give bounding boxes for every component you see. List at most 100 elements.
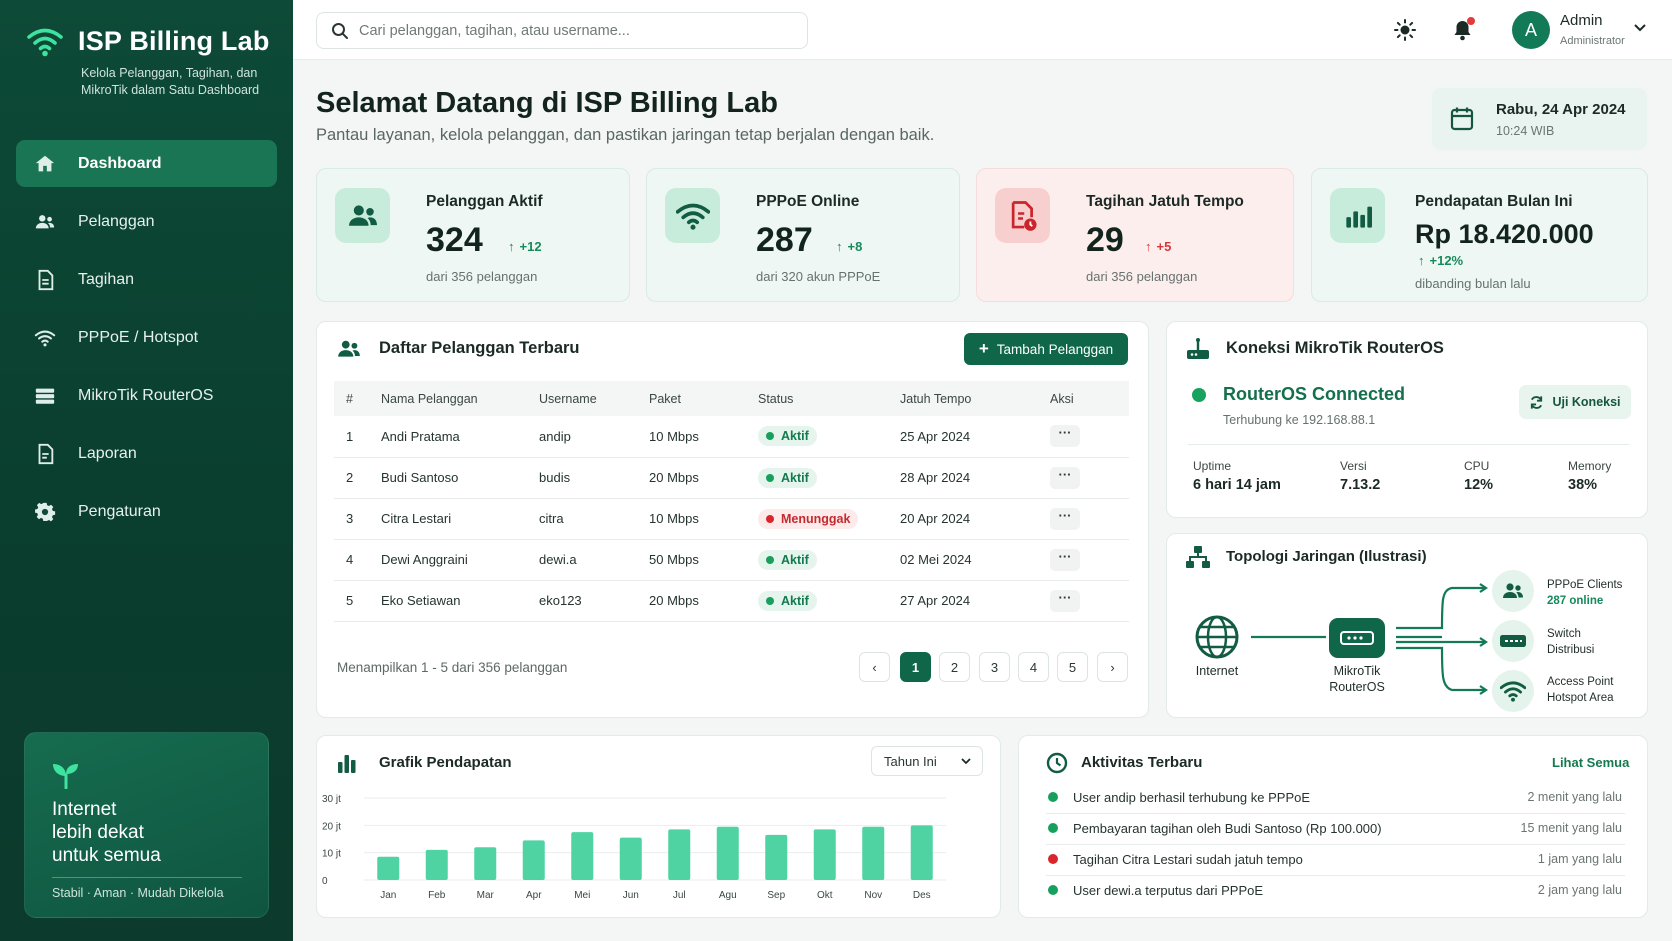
stat-subtext: dari 320 akun PPPoE (756, 269, 881, 284)
chart-bar (765, 834, 788, 880)
col-header[interactable]: # (346, 391, 353, 406)
arrow-up-icon: ↑ (1145, 239, 1152, 254)
theme-toggle[interactable] (1394, 19, 1416, 41)
customers-table: # Nama Pelanggan Username Paket Status J… (334, 381, 1129, 622)
table-row[interactable]: 2 Budi Santoso budis 20 Mbps Aktif 28 Ap… (334, 457, 1129, 499)
cell-name[interactable]: Budi Santoso (381, 457, 539, 499)
sidebar-item-pelanggan[interactable]: Pelanggan (16, 198, 277, 245)
stat-subtext: dari 356 pelanggan (426, 269, 538, 284)
chevron-left-icon: ‹ (872, 659, 877, 675)
col-header[interactable]: Username (539, 391, 597, 406)
cell-action: ··· (1050, 457, 1129, 499)
col-header[interactable]: Status (758, 391, 794, 406)
bell-icon (1454, 21, 1471, 41)
sidebar-item-tagihan[interactable]: Tagihan (16, 256, 277, 303)
cell-status: Menunggak (758, 498, 900, 540)
activity-panel (1018, 735, 1648, 918)
sidebar-item-label: Pelanggan (78, 212, 155, 230)
stat-title: Tagihan Jatuh Tempo (1086, 193, 1244, 210)
activity-item[interactable]: User dewi.a terputus dari PPPoE 2 jam yan… (1046, 876, 1625, 907)
page-button-1[interactable]: 1 (900, 652, 931, 682)
user-name[interactable]: Admin (1560, 12, 1603, 29)
sidebar-item-dashboard[interactable]: Dashboard (16, 140, 277, 187)
date-text: Rabu, 24 Apr 2024 (1496, 101, 1626, 118)
sprout-icon (53, 764, 78, 789)
stat-card-due-bills[interactable]: Tagihan Jatuh Tempo 29 ↑ +5 dari 356 pela… (976, 168, 1294, 302)
chevron-down-icon (961, 757, 971, 764)
bill-alert-icon (1011, 200, 1037, 231)
col-header[interactable]: Nama Pelanggan (381, 391, 478, 406)
status-label: Aktif (781, 593, 809, 608)
sidebar-item-pppoe[interactable]: PPPoE / Hotspot (16, 314, 277, 361)
activity-item[interactable]: User andip berhasil terhubung ke PPPoE 2 … (1046, 783, 1625, 814)
stat-card-active-customers[interactable]: Pelanggan Aktif 324 ↑ +12 dari 356 pelang… (316, 168, 630, 302)
stat-subtext: dari 356 pelanggan (1086, 269, 1198, 284)
col-header[interactable]: Jatuh Tempo (900, 391, 972, 406)
table-row[interactable]: 1 Andi Pratama andip 10 Mbps Aktif 25 Ap… (334, 416, 1129, 458)
brand[interactable]: ISP Billing Lab (26, 26, 270, 57)
x-tick-label: Jan (380, 890, 396, 901)
cell-name[interactable]: Citra Lestari (381, 498, 539, 540)
col-header[interactable]: Paket (649, 391, 681, 406)
cell-username: dewi.a (539, 539, 649, 581)
clients-count: 287 online (1547, 595, 1604, 607)
page-button-5[interactable]: 5 (1057, 652, 1088, 682)
bar-chart-icon (338, 755, 356, 773)
sidebar-item-laporan[interactable]: Laporan (16, 430, 277, 477)
stat-value: 324 (426, 221, 483, 259)
stat-title: Pelanggan Aktif (426, 193, 543, 210)
more-actions-button[interactable]: ··· (1050, 589, 1080, 612)
more-actions-button[interactable]: ··· (1050, 425, 1080, 448)
page-button-2[interactable]: 2 (939, 652, 970, 682)
cell-status: Aktif (758, 539, 900, 581)
table-row[interactable]: 3 Citra Lestari citra 10 Mbps Menunggak … (334, 498, 1129, 540)
pagination-next-button[interactable]: › (1097, 652, 1128, 682)
period-select[interactable]: Tahun Ini (871, 746, 983, 776)
stat-card-revenue[interactable]: Pendapatan Bulan Ini Rp 18.420.000 ↑ +12%… (1311, 168, 1648, 302)
clients-node-icon (1492, 570, 1534, 612)
add-customer-button[interactable]: + Tambah Pelanggan (964, 333, 1128, 365)
cell-name[interactable]: Andi Pratama (381, 416, 539, 458)
sidebar-item-mikrotik[interactable]: MikroTik RouterOS (16, 372, 277, 419)
table-row[interactable]: 5 Eko Setiawan eko123 20 Mbps Aktif 27 A… (334, 580, 1129, 622)
see-all-link[interactable]: Lihat Semua (1552, 755, 1630, 770)
page-button-3[interactable]: 3 (979, 652, 1010, 682)
test-connection-button[interactable]: Uji Koneksi (1519, 385, 1631, 419)
server-icon (35, 388, 55, 404)
topology-links (1251, 583, 1488, 695)
stat-delta: ↑ +12 (508, 239, 542, 254)
topology-panel (1166, 533, 1648, 718)
x-tick-label: Apr (526, 890, 542, 901)
avatar[interactable]: A (1512, 11, 1550, 49)
wifi-icon (34, 330, 56, 346)
chevron-down-icon[interactable] (1634, 24, 1646, 32)
app-title: ISP Billing Lab (78, 26, 270, 56)
sidebar-item-pengaturan[interactable]: Pengaturan (16, 488, 277, 535)
status-label: Aktif (781, 429, 809, 444)
stat-value: 287 (756, 221, 813, 259)
more-actions-button[interactable]: ··· (1050, 548, 1080, 571)
pagination-prev-button[interactable]: ‹ (859, 652, 890, 682)
activity-item[interactable]: Pembayaran tagihan oleh Budi Santoso (Rp… (1046, 814, 1625, 845)
notification-button[interactable] (1452, 17, 1475, 41)
cell-name[interactable]: Dewi Anggraini (381, 539, 539, 581)
page-button-4[interactable]: 4 (1018, 652, 1049, 682)
chart-bar (425, 849, 448, 880)
x-tick-label: Mei (574, 890, 590, 901)
activity-item[interactable]: Tagihan Citra Lestari sudah jatuh tempo 1… (1046, 845, 1625, 876)
search-input[interactable] (359, 22, 789, 39)
stat-card-pppoe-online[interactable]: PPPoE Online 287 ↑ +8 dari 320 akun PPPoE (646, 168, 960, 302)
status-dot (1048, 792, 1058, 802)
status-dot (1048, 885, 1058, 895)
stat-delta: ↑ +12% (1418, 253, 1463, 268)
more-actions-button[interactable]: ··· (1050, 507, 1080, 530)
cell-due: 27 Apr 2024 (900, 580, 1050, 622)
router-status: RouterOS Connected (1223, 384, 1406, 404)
table-row[interactable]: 4 Dewi Anggraini dewi.a 50 Mbps Aktif 02… (334, 539, 1129, 581)
metric-value: 6 hari 14 jam (1193, 477, 1281, 493)
more-actions-button[interactable]: ··· (1050, 466, 1080, 489)
search-box[interactable] (316, 12, 808, 49)
topology-clients-label: PPPoE Clients 287 online (1547, 577, 1622, 609)
cell-name[interactable]: Eko Setiawan (381, 580, 539, 622)
home-icon (35, 155, 55, 171)
